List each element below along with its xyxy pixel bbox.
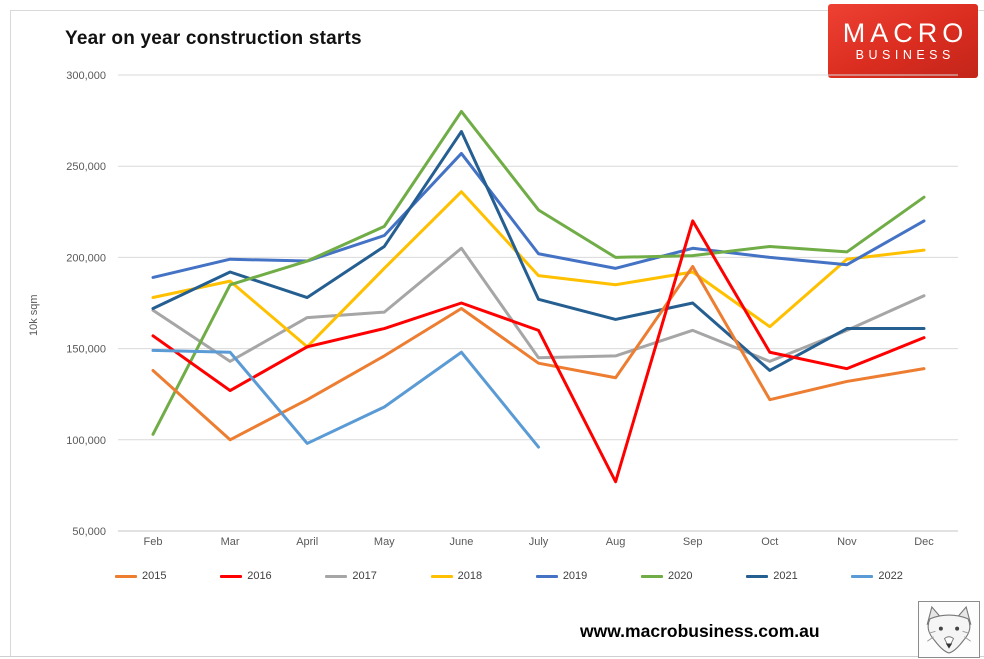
- fox-icon: [926, 605, 972, 654]
- x-tick-label: Oct: [761, 536, 778, 548]
- fox-logo: [918, 601, 980, 658]
- legend-label-2016: 2016: [247, 570, 272, 582]
- legend-item-2022: 2022: [851, 570, 903, 582]
- x-tick-label: Nov: [837, 536, 857, 548]
- x-tick-label: July: [529, 536, 549, 548]
- legend-item-2016: 2016: [220, 570, 272, 582]
- legend-label-2017: 2017: [352, 570, 377, 582]
- series-line-2018: [151, 190, 926, 349]
- x-tick-label: Aug: [606, 536, 626, 548]
- series-line-2021: [151, 130, 926, 372]
- legend-label-2015: 2015: [142, 570, 167, 582]
- logo-text-business: BUSINESS: [855, 48, 955, 63]
- legend-item-2017: 2017: [325, 570, 377, 582]
- legend-label-2022: 2022: [878, 570, 903, 582]
- legend-swatch-2018: [430, 574, 453, 578]
- series-line-2019: [151, 151, 926, 279]
- legend-item-2020: 2020: [641, 570, 693, 582]
- legend-label-2021: 2021: [773, 570, 798, 582]
- legend-swatch-2021: [746, 574, 769, 578]
- legend-swatch-2016: [220, 574, 243, 578]
- series-line-2020: [151, 109, 926, 436]
- y-tick-label: 300,000: [66, 70, 106, 82]
- y-tick-label: 50,000: [72, 526, 106, 538]
- y-tick-label: 150,000: [66, 344, 106, 356]
- x-tick-label: Sep: [683, 536, 703, 548]
- x-tick-label: Mar: [221, 536, 240, 548]
- bottom-divider: [0, 656, 984, 657]
- series-line-2017: [151, 246, 926, 363]
- x-tick-label: Feb: [144, 536, 163, 548]
- legend-label-2019: 2019: [562, 570, 588, 582]
- macrobusiness-logo: MACRO BUSINESS: [828, 4, 978, 78]
- series-line-2022: [151, 348, 540, 449]
- x-tick-label: May: [374, 536, 395, 548]
- x-tick-label: April: [296, 536, 318, 548]
- legend-label-2018: 2018: [457, 570, 483, 582]
- y-tick-label: 250,000: [66, 161, 106, 173]
- legend-item-2015: 2015: [115, 570, 166, 582]
- logo-text-macro: MACRO: [842, 18, 969, 49]
- legend-swatch-2015: [115, 574, 137, 578]
- x-tick-label: June: [449, 536, 473, 548]
- y-tick-label: 200,000: [66, 252, 106, 264]
- series-line-2016: [151, 219, 926, 484]
- legend-swatch-2019: [535, 574, 558, 578]
- x-tick-label: Dec: [914, 536, 934, 548]
- legend-swatch-2017: [325, 574, 348, 578]
- legend-item-2018: 2018: [430, 570, 483, 582]
- legend-item-2021: 2021: [746, 570, 798, 582]
- y-tick-label: 100,000: [66, 435, 106, 447]
- legend-item-2019: 2019: [535, 570, 588, 582]
- chart-title: Year on year construction starts: [65, 28, 362, 49]
- chart-legend: 2015 2016 2017 2018 2019 2020 2021 2022: [115, 570, 903, 582]
- legend-swatch-2022: [851, 574, 874, 578]
- legend-label-2020: 2020: [668, 570, 693, 582]
- legend-swatch-2020: [641, 574, 664, 578]
- website-url[interactable]: www.macrobusiness.com.au: [580, 621, 820, 641]
